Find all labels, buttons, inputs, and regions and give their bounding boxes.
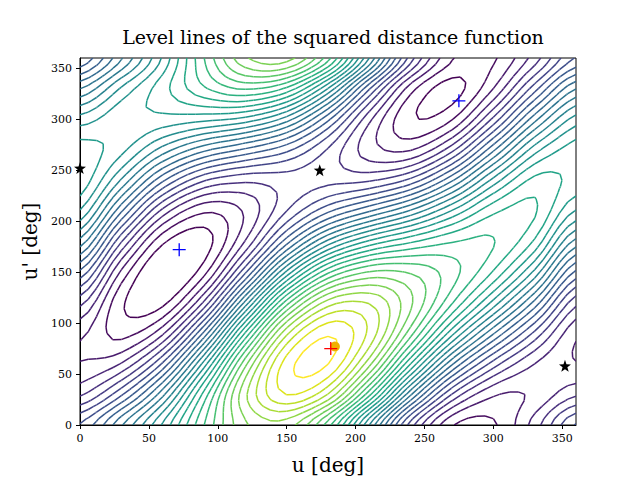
svg-text:0: 0 — [65, 419, 72, 432]
svg-text:200: 200 — [345, 432, 366, 445]
svg-text:50: 50 — [58, 368, 72, 381]
svg-text:150: 150 — [276, 432, 297, 445]
svg-text:250: 250 — [414, 432, 435, 445]
svg-text:50: 50 — [142, 432, 156, 445]
svg-text:0: 0 — [77, 432, 84, 445]
svg-text:u' [deg]: u' [deg] — [18, 203, 42, 281]
svg-text:300: 300 — [51, 113, 72, 126]
svg-text:250: 250 — [51, 164, 72, 177]
svg-text:100: 100 — [207, 432, 228, 445]
svg-text:150: 150 — [51, 266, 72, 279]
svg-text:350: 350 — [51, 62, 72, 75]
svg-text:u [deg]: u [deg] — [292, 453, 364, 477]
svg-text:Level lines of the squared dis: Level lines of the squared distance func… — [122, 26, 544, 48]
svg-text:300: 300 — [483, 432, 504, 445]
svg-text:100: 100 — [51, 317, 72, 330]
svg-text:200: 200 — [51, 215, 72, 228]
svg-text:350: 350 — [552, 432, 573, 445]
